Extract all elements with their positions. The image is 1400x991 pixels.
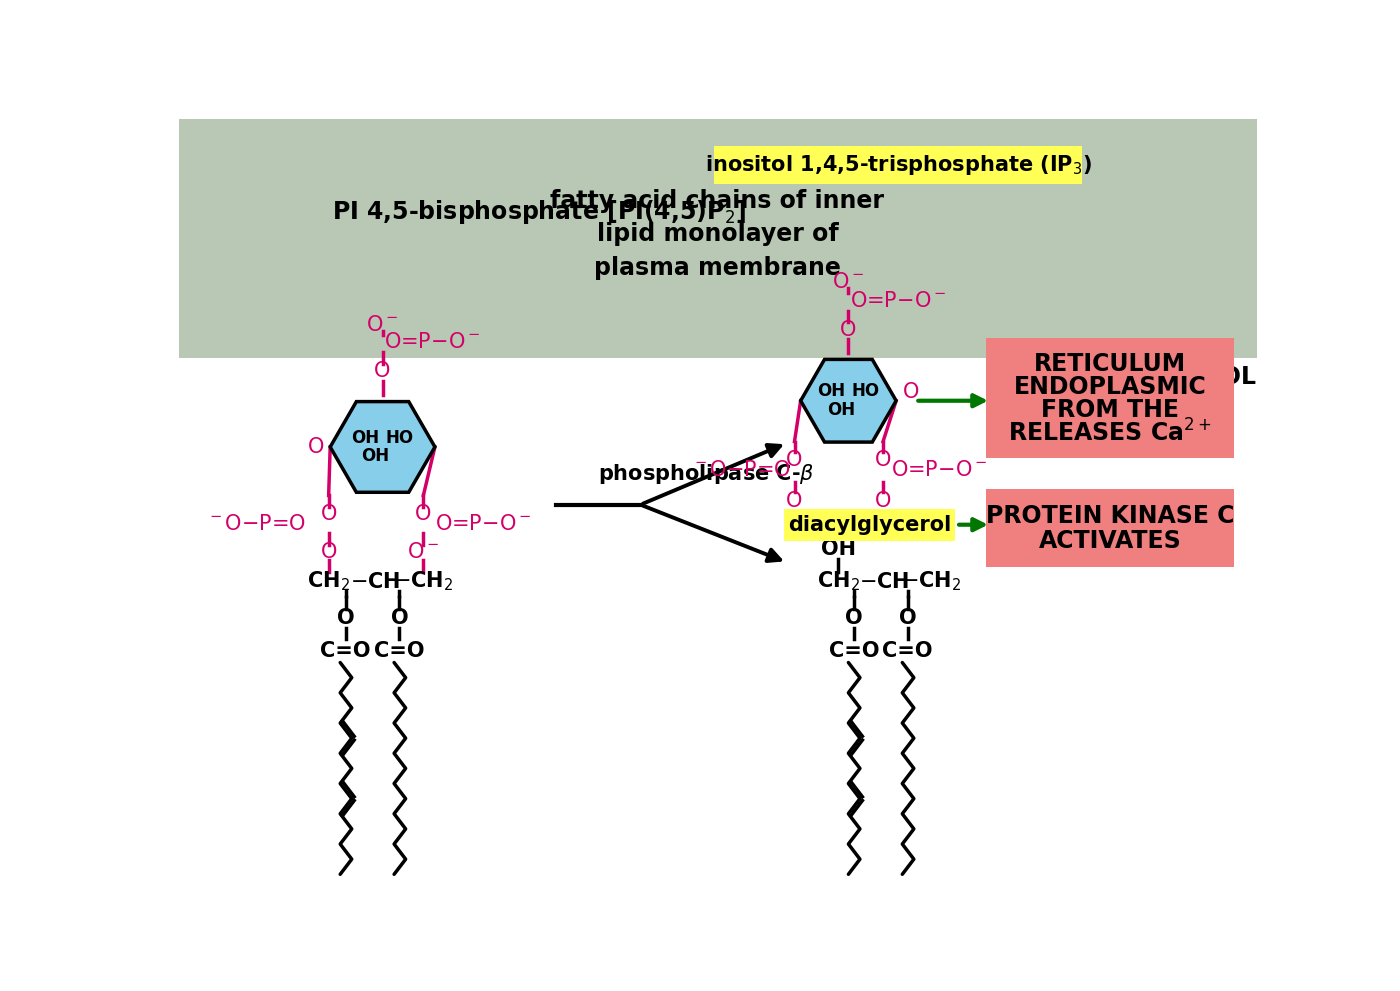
Text: C=O: C=O [321, 641, 371, 661]
Text: HO: HO [385, 429, 413, 447]
Text: O: O [899, 607, 917, 628]
Polygon shape [801, 360, 896, 442]
Text: phospholipase C-$\beta$: phospholipase C-$\beta$ [598, 462, 815, 486]
Text: O: O [875, 491, 892, 510]
FancyBboxPatch shape [714, 146, 1082, 184]
Text: O$^-$: O$^-$ [367, 315, 399, 335]
Text: OH: OH [820, 539, 855, 559]
Text: ACTIVATES: ACTIVATES [1039, 529, 1182, 553]
Text: $^-$O$-$P=O: $^-$O$-$P=O [690, 460, 791, 480]
Text: O: O [416, 504, 431, 524]
FancyBboxPatch shape [986, 338, 1235, 459]
Text: O: O [374, 362, 391, 382]
Text: O=P$-$O$^-$: O=P$-$O$^-$ [850, 290, 946, 310]
Text: O: O [903, 382, 920, 401]
Text: HO: HO [851, 383, 879, 400]
Text: O: O [391, 607, 409, 628]
Text: $-$CH$_2$: $-$CH$_2$ [393, 570, 454, 594]
Text: O=P$-$O$^-$: O=P$-$O$^-$ [434, 514, 531, 534]
Text: RETICULUM: RETICULUM [1035, 352, 1186, 376]
Text: $-$CH$_2$: $-$CH$_2$ [900, 570, 960, 594]
Text: $-$CH: $-$CH [350, 572, 400, 592]
Text: O: O [846, 607, 862, 628]
Text: PROTEIN KINASE C: PROTEIN KINASE C [986, 504, 1235, 528]
Text: C=O: C=O [882, 641, 932, 661]
Text: CYTOSOL: CYTOSOL [1134, 365, 1256, 388]
Text: O$^-$: O$^-$ [407, 542, 440, 563]
Text: O=P$-$O$^-$: O=P$-$O$^-$ [892, 460, 987, 480]
Text: O: O [321, 542, 337, 563]
Text: O: O [840, 320, 857, 340]
Text: CH$_2$: CH$_2$ [307, 570, 350, 594]
Bar [179, 119, 1257, 358]
FancyBboxPatch shape [784, 508, 955, 541]
Text: PI 4,5-bisphosphate [PI(4,5)P$_2$]: PI 4,5-bisphosphate [PI(4,5)P$_2$] [333, 198, 746, 226]
Text: OH: OH [361, 447, 389, 465]
Text: diacylglycerol: diacylglycerol [788, 514, 951, 535]
FancyBboxPatch shape [986, 489, 1235, 567]
Text: OH: OH [818, 383, 846, 400]
Text: O$^-$: O$^-$ [832, 273, 865, 292]
Text: FROM THE: FROM THE [1042, 398, 1179, 422]
Text: O: O [321, 504, 337, 524]
Text: $^-$O$-$P=O: $^-$O$-$P=O [206, 514, 305, 534]
Text: C=O: C=O [374, 641, 424, 661]
Text: O: O [875, 450, 892, 470]
Polygon shape [330, 401, 435, 493]
Text: CH$_2$: CH$_2$ [818, 570, 860, 594]
Text: O: O [787, 491, 802, 510]
Text: O=P$-$O$^-$: O=P$-$O$^-$ [385, 332, 480, 352]
Text: inositol 1,4,5-trisphosphate (IP$_3$): inositol 1,4,5-trisphosphate (IP$_3$) [706, 154, 1092, 177]
Text: RELEASES Ca$^{2+}$: RELEASES Ca$^{2+}$ [1008, 419, 1212, 447]
Text: OH: OH [826, 401, 855, 419]
Text: C=O: C=O [829, 641, 879, 661]
Text: O: O [337, 607, 354, 628]
Text: ENDOPLASMIC: ENDOPLASMIC [1014, 375, 1207, 399]
Text: fatty acid chains of inner
lipid monolayer of
plasma membrane: fatty acid chains of inner lipid monolay… [550, 189, 885, 279]
Text: O: O [308, 437, 325, 457]
Text: $-$CH: $-$CH [860, 572, 910, 592]
Text: OH: OH [351, 429, 379, 447]
Text: O: O [787, 450, 802, 470]
